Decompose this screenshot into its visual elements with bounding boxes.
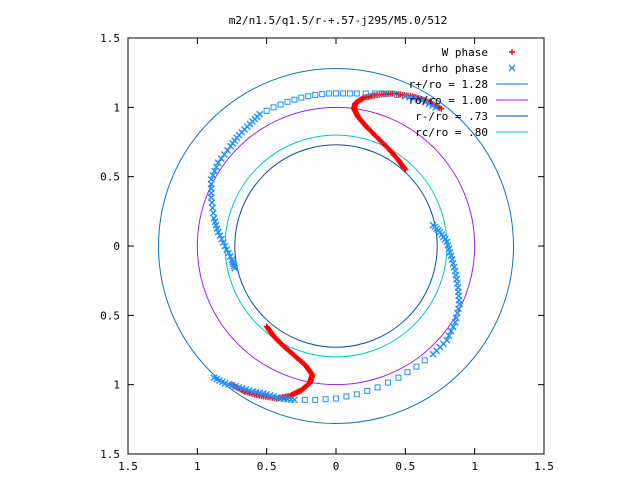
legend-label: ro/ro = 1.00: [409, 94, 488, 107]
drho-phase-point: [447, 327, 455, 335]
chart-title: m2/n1.5/q1.5/r-+.57-j295/M5.0/512: [229, 14, 448, 27]
drho-phase-point: [319, 91, 326, 98]
drho-phase-point: [218, 235, 226, 243]
drho-phase-point: [312, 396, 319, 403]
drho-phase-point: [364, 387, 371, 394]
y-tick-label: 0.5: [100, 309, 120, 322]
x-tick-label: 1.5: [118, 460, 138, 473]
y-tick-label: 1.5: [100, 448, 120, 461]
drho-phase-point: [220, 150, 228, 158]
drho-phase-point: [353, 391, 360, 398]
x-tick-label: 1: [194, 460, 201, 473]
drho-phase-point: [371, 90, 378, 97]
drho-phase-point: [231, 264, 239, 272]
drho-phase-point: [428, 102, 436, 110]
drho-phase-point: [343, 393, 350, 400]
drho-phase-point: [385, 90, 392, 97]
drho-phase-point: [445, 332, 453, 340]
legend-marker-w-phase: [509, 49, 515, 55]
drho-phase-point: [209, 171, 217, 179]
drho-phase-point: [227, 142, 235, 150]
drho-phase-point: [223, 146, 231, 154]
drho-phase-point: [270, 104, 277, 111]
drho-phase-point: [228, 256, 236, 264]
drho-phase-point: [404, 369, 411, 376]
drho-phase-point: [374, 384, 381, 391]
y-tick-label: 0.5: [100, 171, 120, 184]
drho-phase-point: [339, 90, 346, 97]
drho-phase-point: [225, 249, 233, 257]
drho-phase-point: [346, 90, 353, 97]
drho-phase-point: [322, 396, 329, 403]
drho-phase-point: [421, 98, 429, 106]
drho-phase-point: [263, 107, 270, 114]
drho-phase-point: [333, 90, 339, 97]
y-tick-label: 1: [113, 379, 120, 392]
legend-label: W phase: [442, 46, 488, 59]
drho-phase-point: [301, 396, 308, 403]
drho-phase-point: [395, 374, 402, 381]
drho-phase-point: [277, 101, 284, 108]
x-tick-label: 1: [471, 460, 478, 473]
drho-phase-point: [298, 94, 305, 101]
drho-phase-point: [219, 239, 227, 247]
circle-r_minus: [234, 144, 438, 348]
drho-phase-point: [394, 91, 401, 98]
axis-ticks: 1.5 1 0.5 0 0.5 1 1.51.510.500.511.5: [100, 32, 554, 473]
drho-phase-point: [284, 98, 291, 105]
drho-phase-point: [312, 91, 319, 98]
circle-r_o: [196, 106, 476, 386]
drho-phase-point: [226, 252, 234, 260]
drho-phase-point: [449, 323, 457, 331]
drho-phase-point: [217, 155, 225, 163]
drho-phase-point: [216, 232, 224, 240]
legend-label: r+/ro = 1.28: [409, 78, 488, 91]
w-phase-point: [438, 105, 445, 112]
drho-phase-point: [333, 395, 339, 402]
drho-phase-point: [432, 103, 440, 111]
legend-marker-drho-phase: [508, 64, 516, 72]
drho-phase-point: [425, 100, 433, 108]
drho-phase-point: [211, 167, 219, 175]
drho-phase-point: [229, 260, 237, 268]
legend-label: r-/ro = .73: [415, 110, 488, 123]
drho-phase-point: [305, 93, 312, 100]
x-tick-label: 0.5: [257, 460, 277, 473]
drho-phase-point: [385, 379, 391, 386]
x-tick-label: 0.5: [395, 460, 415, 473]
drho-phase-point: [443, 336, 451, 344]
circle-r_c: [224, 134, 448, 358]
drho-phase-point: [326, 90, 333, 97]
drho-phase-markers: [207, 90, 463, 404]
drho-phase-point: [401, 92, 409, 100]
circle-r_plus: [158, 68, 514, 424]
drho-phase-point: [212, 163, 220, 171]
legend: W phase drho phase r+/ro = 1.28 ro/ro = 1.0…: [409, 46, 528, 139]
w-phase-markers: [229, 90, 445, 402]
drho-phase-point: [362, 90, 369, 97]
legend-label: rc/ro = .80: [415, 126, 488, 139]
y-tick-label: 1: [113, 101, 120, 114]
drho-phase-point: [353, 90, 360, 97]
drho-phase-point: [413, 363, 420, 370]
drho-phase-point: [221, 242, 229, 250]
drho-phase-point: [230, 262, 238, 270]
drho-phase-point: [214, 228, 222, 236]
drho-phase-point: [421, 357, 428, 364]
legend-label: drho phase: [422, 62, 488, 75]
drho-phase-point: [290, 396, 298, 404]
y-tick-label: 1.5: [100, 32, 120, 45]
drho-phase-point: [214, 159, 222, 167]
y-tick-label: 0: [113, 240, 120, 253]
x-tick-label: 1.5: [534, 460, 554, 473]
x-tick-label: 0: [333, 460, 340, 473]
drho-phase-point: [429, 221, 437, 229]
drho-phase-point: [229, 258, 237, 266]
drho-phase-point: [291, 96, 298, 103]
drho-phase-point: [223, 245, 231, 253]
drho-phase-point: [378, 90, 385, 97]
